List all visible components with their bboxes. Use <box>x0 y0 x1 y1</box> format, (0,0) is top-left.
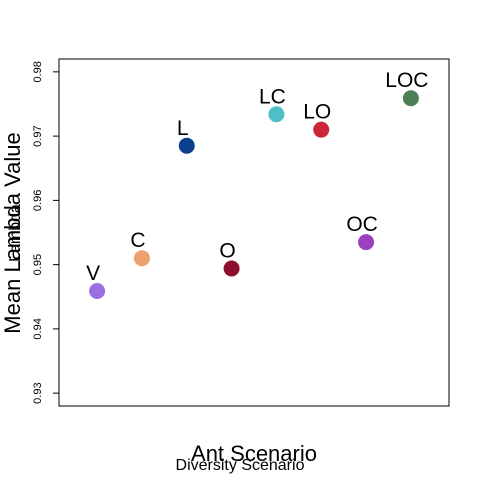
y-tick-label: 0.93 <box>32 382 44 403</box>
y-tick-label: 0.95 <box>32 254 44 275</box>
data-point <box>223 260 240 277</box>
point-label: LO <box>303 101 331 124</box>
x-axis-label: Ant Scenario <box>191 441 317 466</box>
point-label: OC <box>346 213 378 236</box>
y-axis-label-overlay: Lambda <box>7 204 24 262</box>
data-point <box>268 106 285 123</box>
y-tick-label: 0.97 <box>32 125 44 146</box>
y-axis-label: Mean Lambda Value <box>0 132 25 333</box>
point-label: C <box>130 229 145 252</box>
y-tick-label: 0.98 <box>32 61 44 82</box>
y-axis: 0.93 0.94 0.95 0.96 0.97 0.98 <box>32 61 59 404</box>
y-tick-label: 0.94 <box>32 318 44 339</box>
point-label: O <box>219 239 235 262</box>
data-point <box>89 282 106 299</box>
data-point <box>358 234 375 251</box>
point-label: L <box>177 117 189 140</box>
data-point <box>313 121 330 138</box>
data-points <box>89 90 419 299</box>
point-label: LOC <box>385 69 428 92</box>
data-point <box>178 137 195 154</box>
y-tick-label: 0.96 <box>32 190 44 211</box>
point-label: LC <box>259 85 286 108</box>
point-label: V <box>86 262 100 285</box>
plot-frame <box>58 58 450 407</box>
x-axis-label-overlay: Diversity Scenario <box>176 457 305 474</box>
data-point <box>133 250 150 267</box>
data-point <box>402 90 419 107</box>
